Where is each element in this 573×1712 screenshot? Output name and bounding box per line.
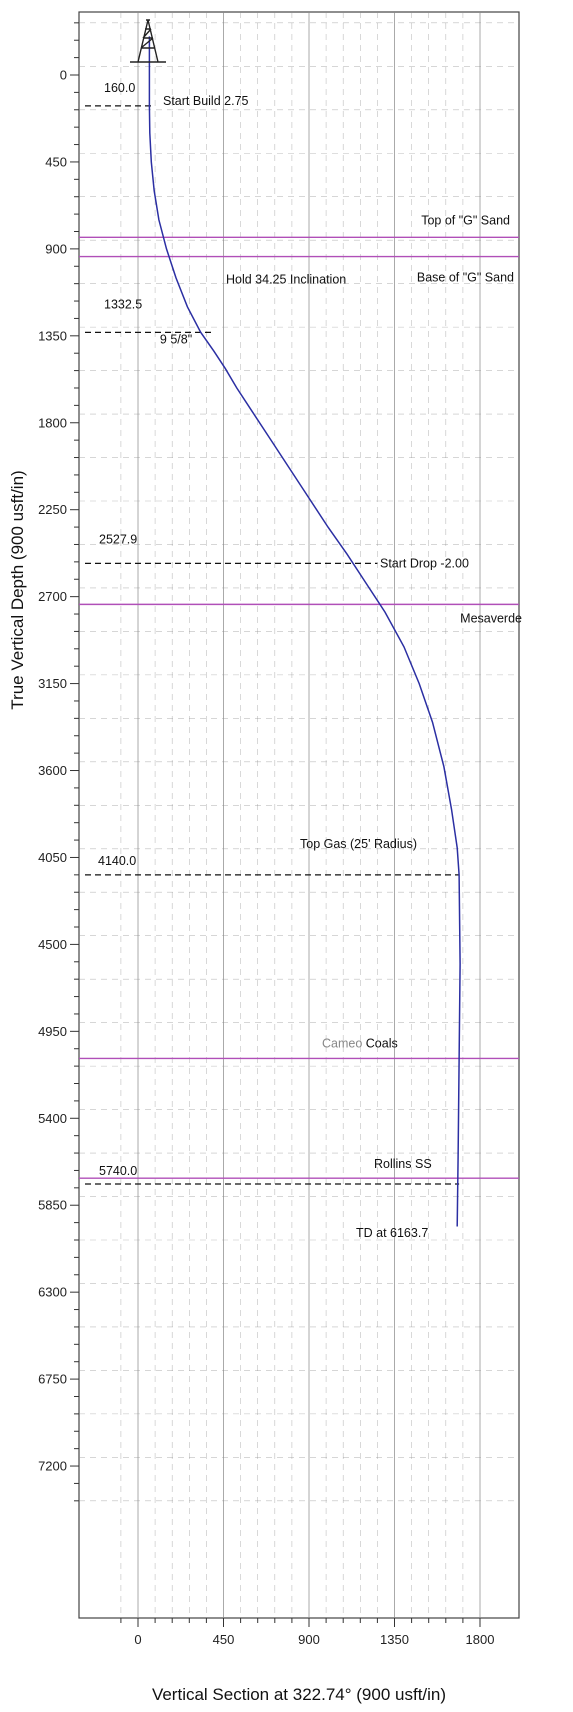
- plot-frame: [78, 11, 520, 1619]
- y-tick-label: 450: [45, 154, 67, 169]
- formation-label: Base of "G" Sand: [417, 271, 514, 285]
- y-tick-label: 3150: [38, 676, 67, 691]
- x-tick-label: 1350: [380, 1632, 409, 1647]
- depth-marker-value: 5740.0: [99, 1164, 137, 1178]
- y-tick-label: 2700: [38, 589, 67, 604]
- depth-marker-value: 2527.9: [99, 532, 137, 546]
- x-tick-label: 450: [213, 1632, 235, 1647]
- y-tick-label: 7200: [38, 1459, 67, 1474]
- y-tick-label: 6750: [38, 1372, 67, 1387]
- casing-label: 9 5/8": [160, 333, 192, 347]
- y-tick-label: 4950: [38, 1024, 67, 1039]
- formation-label: Rollins SS: [374, 1157, 432, 1171]
- y-axis-title: True Vertical Depth (900 usft/in): [8, 470, 27, 709]
- y-tick-label: 6300: [38, 1285, 67, 1300]
- depth-marker-label: Start Drop -2.00: [380, 556, 469, 570]
- depth-marker-value: 1332.5: [104, 297, 142, 311]
- x-tick-label: 900: [298, 1632, 320, 1647]
- y-tick-label: 1800: [38, 415, 67, 430]
- y-tick-label: 4050: [38, 850, 67, 865]
- formation-tops: [79, 236, 519, 1179]
- x-axis-title: Vertical Section at 322.74° (900 usft/in…: [152, 1685, 446, 1704]
- depth-marker-label: TD at 6163.7: [356, 1226, 428, 1240]
- formation-label: Top of "G" Sand: [421, 213, 510, 227]
- y-tick-label: 0: [60, 68, 67, 83]
- y-tick-label: 4500: [38, 937, 67, 952]
- x-tick-label: 0: [134, 1632, 141, 1647]
- depth-marker-value: 4140.0: [98, 854, 136, 868]
- y-tick-label: 1350: [38, 328, 67, 343]
- depth-marker-value: 160.0: [104, 81, 135, 95]
- y-tick-label: 5400: [38, 1111, 67, 1126]
- formation-label: Cameo Coals: [322, 1036, 398, 1050]
- y-tick-label: 3600: [38, 763, 67, 778]
- wellbore-trajectory: [148, 36, 461, 1227]
- depth-marker-label: Hold 34.25 Inclination: [226, 272, 346, 286]
- formation-label-part: Cameo: [322, 1036, 366, 1050]
- y-tick-label: 900: [45, 241, 67, 256]
- drilling-rig-icon: [130, 19, 166, 63]
- y-tick-label: 2250: [38, 502, 67, 517]
- depth-marker-label: Top Gas (25' Radius): [300, 837, 417, 851]
- depth-marker-label: Start Build 2.75: [163, 94, 249, 108]
- x-tick-label: 1800: [466, 1632, 495, 1647]
- formation-label-part: Coals: [366, 1036, 398, 1050]
- grid: [79, 12, 519, 1618]
- depth-markers: [85, 105, 460, 1185]
- formation-label: Mesaverde: [460, 611, 522, 625]
- y-tick-label: 5850: [38, 1198, 67, 1213]
- labels: 0450900135018002250270031503600405045004…: [38, 68, 522, 1648]
- axis-ticks: [70, 22, 481, 1627]
